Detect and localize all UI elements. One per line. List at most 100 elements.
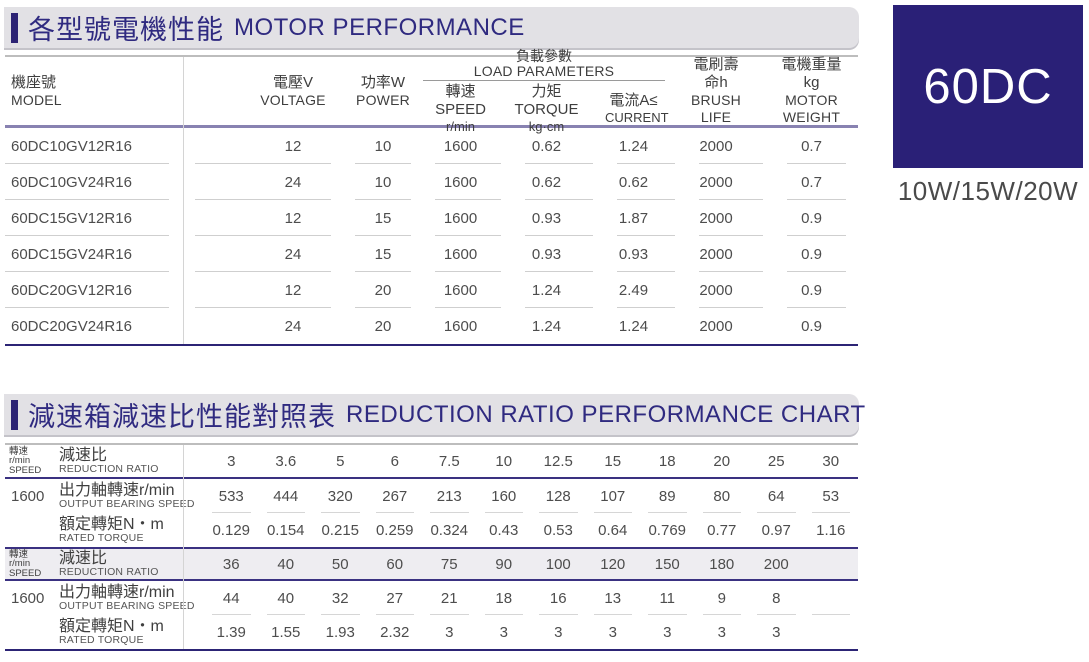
- cell-voltage: 24: [183, 236, 343, 272]
- cell-power: 15: [343, 200, 423, 236]
- header-model: 機座號 MODEL: [11, 73, 62, 108]
- motor-table-row: 60DC10GV24R16 24 10 1600 0.62 0.62 2000 …: [5, 164, 858, 200]
- cell-speed: 1600: [423, 200, 513, 236]
- cell-weight: 0.9: [801, 317, 822, 335]
- header-load-parameters: 負載參數 LOAD PARAMETERS: [423, 48, 665, 81]
- cell-speed-label: 轉速 r/min SPEED: [9, 445, 42, 476]
- rated-torque-value: [804, 615, 859, 649]
- cell-row-label: 出力軸轉速r/min OUTPUT BEARING SPEED: [59, 584, 195, 612]
- header-power: 功率W POWER: [356, 73, 410, 108]
- motor-table-row: 60DC20GV24R16 24 20 1600 1.24 1.24 2000 …: [5, 308, 858, 344]
- rated-torque-value: 3: [608, 623, 617, 641]
- cell-weight: 0.9: [775, 272, 858, 308]
- ratio-value: 3.6: [275, 452, 297, 470]
- output-speed-value: [804, 581, 859, 615]
- header-brush-life: 電刷壽命h BRUSH LIFE: [690, 56, 741, 125]
- cell-speed: 1600: [423, 128, 513, 164]
- rated-torque-value: 1.55: [271, 623, 301, 641]
- header-motor-weight: 電機重量kg MOTOR WEIGHT: [781, 56, 842, 125]
- title-accent-bar: [11, 12, 18, 43]
- cell-weight: 0.9: [775, 236, 858, 272]
- section1-title-en: MOTOR PERFORMANCE: [234, 13, 525, 41]
- ratio-value: 10: [495, 452, 513, 470]
- ratio-value: 12.5: [543, 452, 573, 470]
- cell-speed: 1600: [423, 164, 513, 200]
- cell-current: 1.24: [605, 128, 687, 164]
- motor-performance-section-header: 各型號電機性能 MOTOR PERFORMANCE: [4, 7, 859, 48]
- motor-table-row: 60DC15GV24R16 24 15 1600 0.93 0.93 2000 …: [5, 236, 858, 272]
- cell-model: 60DC15GV12R16: [5, 200, 183, 236]
- cell-current: 1.24: [618, 317, 649, 335]
- cell-row-label: 減速比 REDUCTION RATIO: [59, 447, 159, 475]
- header-current: 電流A≤ CURRENT: [605, 91, 669, 125]
- output-speed-value: 444: [259, 479, 314, 513]
- ratio-row-block2: 轉速 r/min SPEED 減速比 REDUCTION RATIO 36 40…: [5, 547, 858, 581]
- cell-current: 0.93: [605, 236, 687, 272]
- rated-torque-value: 0.154: [266, 521, 305, 539]
- rated-torque-row-block2: 額定轉矩N・m RATED TORQUE 1.39 1.55 1.93 2.32…: [5, 615, 858, 649]
- rated-torque-value: 3: [663, 623, 672, 641]
- output-speed-value: 11: [640, 581, 695, 615]
- cell-row-label: 額定轉矩N・m RATED TORQUE: [59, 516, 164, 544]
- motor-table-row: 60DC15GV12R16 12 15 1600 0.93 1.87 2000 …: [5, 200, 858, 236]
- cell-weight: 0.7: [775, 164, 858, 200]
- ratio-value: 120: [600, 555, 626, 573]
- rated-torque-value: 1.16: [816, 521, 846, 539]
- cell-model: 60DC15GV24R16: [5, 236, 183, 272]
- ratio-value: 75: [440, 555, 458, 573]
- rated-torque-value: 0.77: [707, 521, 737, 539]
- rated-torque-value: 0.97: [761, 521, 791, 539]
- rated-torque-value: 0.43: [489, 521, 519, 539]
- output-speed-value: 18: [477, 581, 532, 615]
- output-speed-value: 13: [586, 581, 641, 615]
- ratio-value: 50: [331, 555, 349, 573]
- cell-current: 0.62: [605, 164, 687, 200]
- cell-row-label: 出力軸轉速r/min OUTPUT BEARING SPEED: [59, 482, 195, 510]
- rated-torque-value: 3: [717, 623, 726, 641]
- ratio-value: 60: [386, 555, 404, 573]
- model-badge-text: 60DC: [923, 59, 1053, 114]
- ratio-value: 200: [763, 555, 789, 573]
- cell-torque: 0.62: [513, 128, 605, 164]
- ratio-value: 100: [545, 555, 571, 573]
- rated-torque-value: 3: [445, 623, 454, 641]
- output-speed-row-block1: 1600 出力軸轉速r/min OUTPUT BEARING SPEED 533…: [5, 479, 858, 513]
- ratio-value: 180: [709, 555, 735, 573]
- cell-torque: 0.62: [513, 164, 605, 200]
- output-speed-value: 107: [586, 479, 641, 513]
- cell-model: 60DC20GV24R16: [11, 317, 132, 335]
- output-speed-value: 128: [531, 479, 586, 513]
- output-speed-row-block2: 1600 出力軸轉速r/min OUTPUT BEARING SPEED 44 …: [5, 581, 858, 615]
- ratio-value: 6: [390, 452, 399, 470]
- cell-torque: 0.93: [513, 236, 605, 272]
- output-speed-value: 9: [695, 581, 750, 615]
- cell-brush: 2000: [687, 164, 775, 200]
- ratio-value: 3: [227, 452, 236, 470]
- title-accent-bar: [11, 399, 18, 430]
- cell-brush: 2000: [687, 128, 775, 164]
- cell-model: 60DC20GV12R16: [5, 272, 183, 308]
- rated-torque-value: 0.259: [375, 521, 414, 539]
- section2-title-zh: 減速箱減速比性能對照表: [28, 402, 336, 432]
- cell-row-label: 額定轉矩N・m RATED TORQUE: [59, 618, 164, 646]
- cell-power: 10: [343, 164, 423, 200]
- rated-torque-value: 0.769: [648, 521, 687, 539]
- cell-row-label: 減速比 REDUCTION RATIO: [59, 550, 159, 578]
- ratio-row-block1: 轉速 r/min SPEED 減速比 REDUCTION RATIO 3 3.6…: [5, 445, 858, 479]
- rated-torque-value: 0.324: [430, 521, 469, 539]
- output-speed-value: 27: [368, 581, 423, 615]
- cell-current: 1.87: [605, 200, 687, 236]
- rated-torque-value: 1.93: [325, 623, 355, 641]
- output-speed-value: 160: [477, 479, 532, 513]
- header-speed: 轉速SPEED r/min: [435, 82, 486, 134]
- cell-brush: 2000: [687, 236, 775, 272]
- cell-voltage: 12: [183, 128, 343, 164]
- rated-torque-row-block1: 額定轉矩N・m RATED TORQUE 0.129 0.154 0.215 0…: [5, 513, 858, 547]
- cell-weight: 0.9: [775, 200, 858, 236]
- rated-torque-value: 0.64: [598, 521, 628, 539]
- cell-voltage: 24: [284, 317, 302, 335]
- cell-power: 10: [343, 128, 423, 164]
- cell-power: 20: [374, 317, 392, 335]
- ratio-value: 25: [767, 452, 785, 470]
